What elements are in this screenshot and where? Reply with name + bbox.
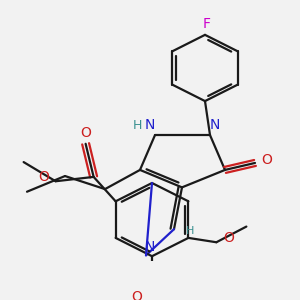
Text: N: N [145, 118, 155, 132]
Text: H: H [132, 119, 142, 132]
Text: N: N [145, 240, 155, 254]
Text: N: N [210, 118, 220, 132]
Text: H: H [186, 226, 194, 236]
Text: O: O [223, 231, 234, 245]
Text: O: O [132, 290, 142, 300]
Text: O: O [262, 153, 272, 167]
Text: F: F [203, 16, 211, 31]
Text: O: O [38, 170, 49, 184]
Text: O: O [80, 126, 91, 140]
